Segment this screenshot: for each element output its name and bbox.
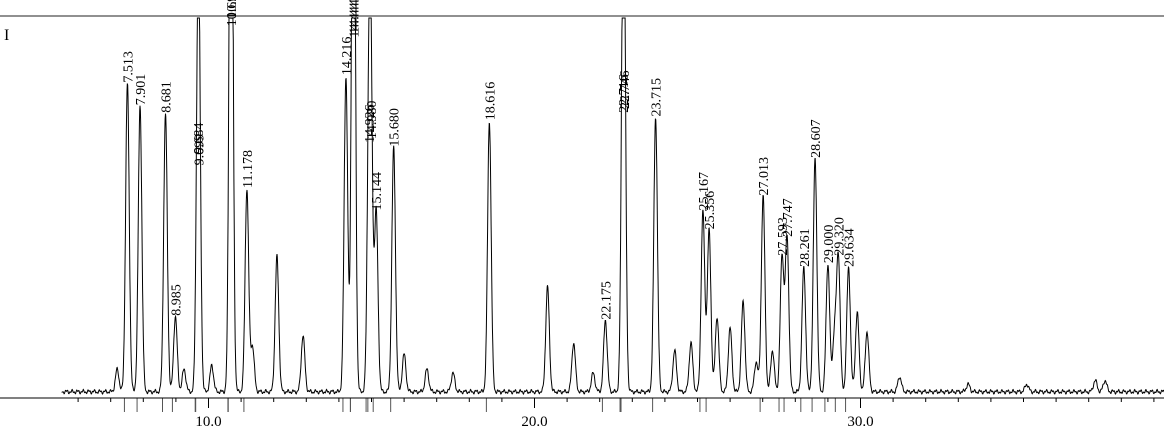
peak-label: 27.747 [781,198,796,237]
peak-label: 14.447 [347,0,362,34]
peak-label: 28.261 [798,228,813,267]
peak-label: 15.680 [388,108,403,147]
y-axis-marker: I [4,27,9,44]
peak-label: 8.985 [169,284,184,316]
peak-label: 14.926 [363,104,378,143]
x-tick-label: 10.0 [195,414,221,430]
peak-label: 27.593 [776,217,791,256]
peak-label: 9.699 [193,134,208,166]
peak-label: 25.167 [697,172,712,211]
peak-label: 11.178 [241,150,256,188]
peak-label: 23.715 [650,78,665,117]
peak-label: 14.444 [347,0,362,38]
peak-label: 28.607 [809,119,824,158]
trace-line [61,17,1164,395]
peak-label: 15.144 [370,172,385,211]
x-tick-label: 30.0 [847,414,873,430]
peak-label: 25.356 [703,191,718,230]
peak-label: 9.684 [192,123,207,155]
peak-label: 10.688 [225,0,240,19]
peak-label: 22.746 [618,71,633,110]
x-axis: 10.020.030.040.0 [0,397,1164,430]
peak-label: 7.513 [121,51,136,83]
peak-label: 7.901 [134,74,149,106]
x-tick-label: 20.0 [521,414,547,430]
peak-label: 8.681 [160,81,175,113]
peak-label: 29.000 [822,225,837,264]
peak-label: 27.013 [757,157,772,196]
peak-label: 22.716 [617,74,632,113]
peak-label: 18.616 [483,82,498,121]
chromatogram-trace [61,17,1164,395]
peak-integration-marks [123,398,847,412]
peak-label: 14.216 [340,37,355,76]
peak-label: 22.175 [599,281,614,320]
peak-label: 29.320 [832,217,847,256]
peak-label: 29.634 [843,228,858,267]
peak-label: 14.980 [365,101,380,140]
peak-label: 10.698 [225,0,240,26]
